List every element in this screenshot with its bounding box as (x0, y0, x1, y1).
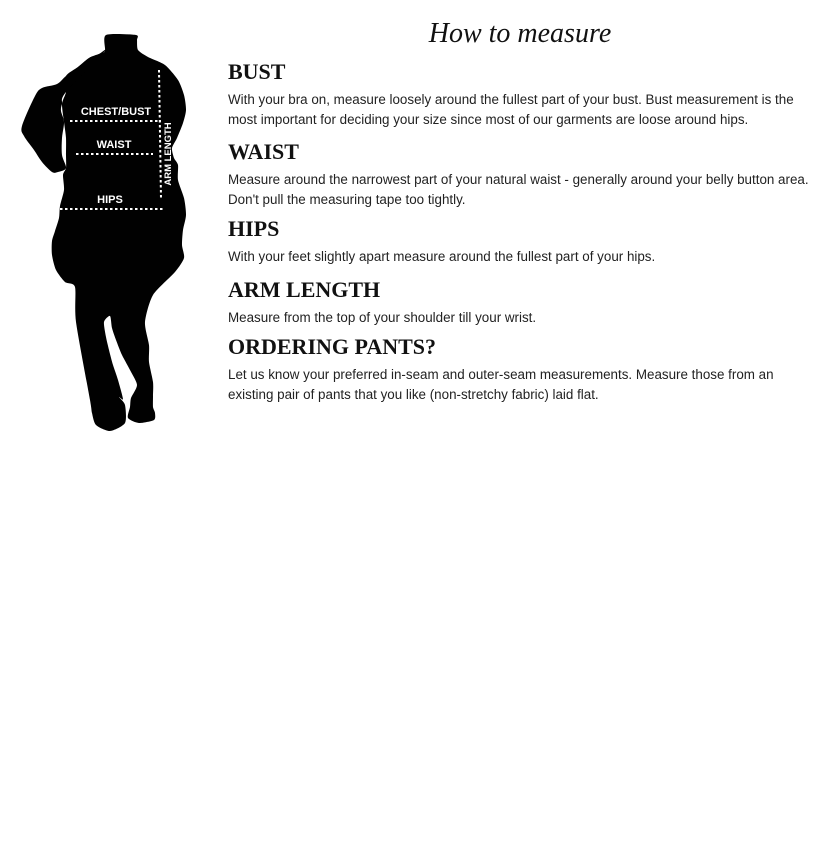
svg-text:ARM LENGTH: ARM LENGTH (163, 122, 174, 185)
svg-text:CHEST/BUST: CHEST/BUST (81, 106, 152, 118)
svg-text:WAIST: WAIST (97, 139, 132, 151)
svg-text:HIPS: HIPS (97, 194, 123, 206)
